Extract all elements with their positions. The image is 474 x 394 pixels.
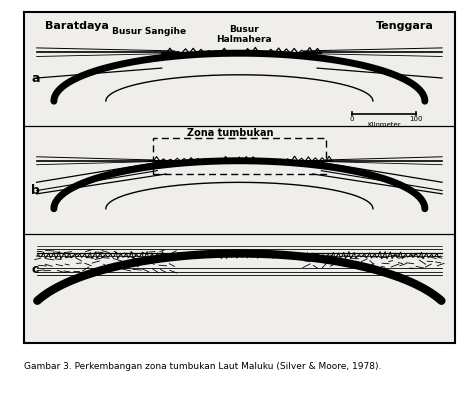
Text: Gambar 3. Perkembangan zona tumbukan Laut Maluku (Silver & Moore, 1978).: Gambar 3. Perkembangan zona tumbukan Lau… <box>24 362 381 372</box>
Bar <box>153 138 326 174</box>
Text: Tenggara: Tenggara <box>375 21 434 31</box>
Text: c: c <box>31 264 39 277</box>
Text: 0: 0 <box>349 116 354 122</box>
Text: Busur Sangihe: Busur Sangihe <box>112 27 186 36</box>
Text: b: b <box>31 184 40 197</box>
Text: Busur
Halmahera: Busur Halmahera <box>216 25 272 44</box>
Text: 100: 100 <box>410 116 423 122</box>
Text: Baratdaya: Baratdaya <box>46 21 109 31</box>
Text: a: a <box>31 72 40 84</box>
Text: Kilometer: Kilometer <box>367 122 401 128</box>
Text: Zona tumbukan: Zona tumbukan <box>188 128 274 138</box>
